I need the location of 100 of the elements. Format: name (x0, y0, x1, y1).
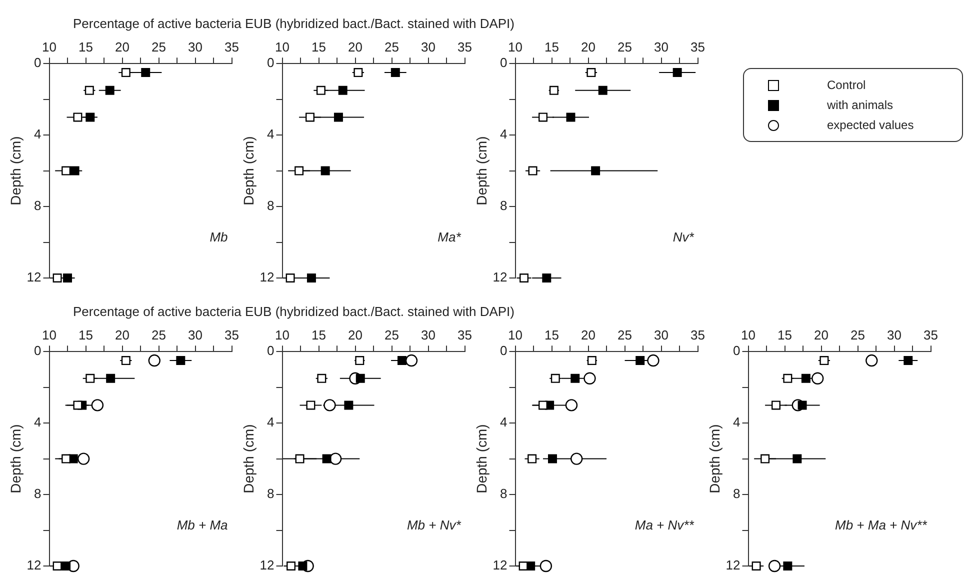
text: with animals (827, 98, 894, 112)
point (121, 356, 130, 366)
point (316, 86, 326, 95)
y-axis-title: Depth (cm) (706, 424, 722, 494)
x-tick-label: 30 (188, 39, 202, 54)
point (768, 560, 781, 572)
point (62, 454, 71, 464)
point (598, 86, 608, 95)
point (801, 374, 810, 383)
y-tick-label: 4 (34, 126, 42, 142)
x-tick-label: 20 (581, 39, 596, 54)
point (286, 274, 295, 282)
annotation: Ma + Nv** (634, 518, 695, 533)
x-tick-label: 20 (115, 39, 130, 54)
point (528, 166, 538, 176)
point (70, 166, 80, 176)
x-tick-label: 10 (275, 39, 290, 54)
point (286, 562, 296, 570)
point (570, 452, 583, 465)
point (772, 400, 780, 410)
annotation: Mb + Nv* (406, 518, 462, 533)
y-tick-label: 4 (500, 126, 508, 142)
y-tick-label: 4 (500, 414, 508, 430)
x-tick-label: 35 (224, 327, 240, 342)
point (52, 274, 62, 282)
y-tick-label: 12 (726, 558, 740, 573)
x-tick-label: 35 (224, 39, 240, 54)
point (792, 454, 802, 464)
y-tick-label: 8 (500, 198, 508, 214)
x-tick-label: 10 (275, 327, 290, 342)
y-tick-label: 0 (267, 343, 274, 358)
point (294, 166, 304, 176)
y-axis-title: Depth (cm) (473, 424, 490, 494)
point (760, 454, 770, 464)
x-tick-label: 35 (458, 327, 472, 342)
y-tick-label: 0 (34, 55, 42, 70)
x-tick-label: 30 (887, 327, 902, 342)
y-tick-label: 0 (500, 343, 508, 358)
x-tick-label: 35 (690, 39, 706, 54)
y-tick-label: 0 (267, 55, 274, 70)
point (148, 354, 160, 367)
point (752, 562, 761, 570)
point (106, 374, 116, 383)
y-axis-title: Depth (cm) (7, 424, 24, 494)
x-tick-label: 30 (421, 39, 436, 54)
y-tick-label: 8 (733, 486, 740, 502)
point (570, 374, 580, 383)
x-tick-label: 25 (618, 39, 632, 54)
point (334, 112, 343, 122)
point (295, 454, 304, 464)
y-tick-label: 8 (267, 486, 274, 502)
x-tick-label: 25 (618, 327, 632, 342)
annotation: Mb (210, 230, 228, 245)
point (338, 86, 348, 95)
point (820, 356, 829, 366)
point (320, 166, 330, 176)
x-tick-label: 30 (654, 327, 668, 342)
point (52, 562, 62, 570)
point (647, 354, 660, 367)
point (518, 562, 528, 570)
x-tick-label: 20 (115, 327, 130, 342)
x-tick-label: 25 (152, 327, 166, 342)
point (538, 400, 548, 410)
x-tick-label: 20 (581, 327, 596, 342)
y-tick-label: 12 (260, 270, 274, 285)
y-tick-label: 8 (500, 486, 508, 502)
point (62, 562, 71, 570)
x-tick-label: 10 (42, 39, 56, 54)
point (73, 400, 82, 410)
x-tick-label: 10 (42, 327, 56, 342)
point (812, 372, 824, 384)
x-tick-label: 15 (544, 39, 559, 54)
point (548, 454, 557, 464)
y-tick-label: 12 (26, 558, 42, 573)
text: expected values (827, 118, 914, 132)
x-tick-label: 35 (458, 39, 472, 54)
point (63, 274, 72, 282)
point (591, 166, 600, 176)
x-tick-label: 30 (421, 327, 436, 342)
y-tick-label: 0 (733, 343, 740, 358)
point (549, 86, 558, 95)
point (587, 356, 596, 366)
y-tick-label: 4 (733, 414, 740, 430)
point (354, 68, 363, 78)
point (398, 356, 406, 366)
point (528, 454, 537, 464)
x-tick-label: 30 (188, 327, 202, 342)
point (636, 356, 645, 366)
point (176, 356, 186, 366)
x-tick-label: 10 (508, 327, 522, 342)
point (584, 372, 596, 384)
annotation: Mb + Ma + Nv** (835, 518, 928, 533)
point (586, 68, 596, 78)
point (306, 274, 316, 282)
x-tick-label: 25 (152, 39, 166, 54)
y-tick-label: 8 (34, 486, 42, 502)
point (356, 374, 365, 383)
y-tick-label: 12 (260, 558, 274, 573)
x-tick-label: 15 (312, 327, 326, 342)
point (540, 560, 552, 572)
